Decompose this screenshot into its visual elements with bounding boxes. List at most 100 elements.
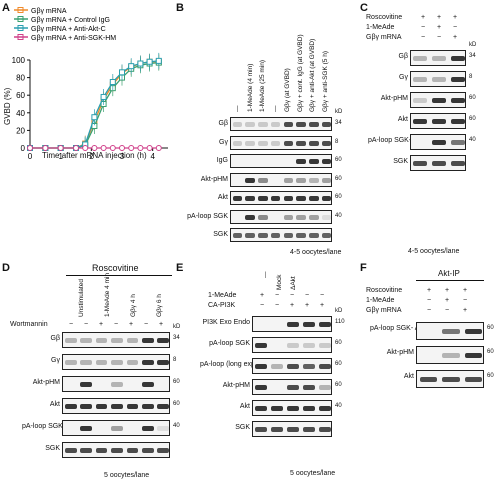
blot-row-label: Akt-pHM [200,175,228,183]
blot-row-label: Akt [397,116,408,123]
blot-strip [416,346,484,364]
blot-band [413,77,428,82]
blot-strip [252,421,332,437]
blot-strip [230,191,332,205]
condition-sign: − [426,307,432,314]
blot-strip [410,50,466,66]
kd-marker: 34 [335,120,342,126]
legend-entry: Gβγ mRNA + Anti-Akt-C [31,26,106,33]
blot-row-label: Akt [217,194,228,201]
blot-band [157,426,170,431]
blot-band [245,177,255,183]
condition-sign: + [452,34,458,41]
blot-row-label: IgG [216,157,228,164]
blot-band [309,214,319,220]
panel-label-c: C [360,2,368,14]
chart-series [27,52,162,151]
blot-row-label: Akt [403,373,414,380]
lane-label: Gβγ 6 h [156,294,163,317]
condition-label: Gβγ mRNA [366,34,402,41]
kd-marker: 60 [335,382,342,388]
condition-sign: + [436,24,442,31]
blot-band [419,377,437,382]
condition-sign: + [426,287,432,294]
blot-row-label: Gβ [50,335,60,342]
blot-band [258,140,268,146]
blot-band [141,382,154,387]
lane-label: Gβγ (at GVBD) [284,68,291,112]
blot-band [270,364,284,369]
blot-band [111,338,123,343]
blot-band [157,360,170,365]
condition-sign: + [444,297,450,304]
blot-band [442,329,460,334]
blot-band [309,122,319,127]
blot-band [270,196,281,201]
condition-sign: + [289,302,295,309]
blot-band [80,404,92,409]
data-point [57,145,64,151]
blot-band [431,77,447,82]
data-point [119,69,125,76]
blot-band [309,233,319,238]
blot-row-label: Gγ [399,74,408,81]
blot-row-label: Akt-pHM [222,382,250,389]
condition-label: 1-MeAde [366,297,395,304]
blot-band [95,448,108,453]
data-point [100,93,107,100]
y-tick-label: 80 [16,74,25,83]
kd-marker: 40 [335,212,342,219]
blot-band [245,140,255,146]
blot-band [296,196,306,201]
blot-band [309,140,319,146]
y-tick-label: 0 [21,144,26,153]
data-point [73,145,79,151]
blot-strip [410,155,466,171]
series-line [30,60,159,149]
blot-strip [252,337,332,353]
blot-band [141,338,154,343]
lane-label: ΔAkt [290,276,297,290]
blot-band [450,119,465,124]
blot-strip [62,376,170,392]
lane-label: 1-MeAde (25 min) [259,59,266,112]
lane-label: Unstimulated [78,279,85,317]
condition-sign: − [420,34,426,41]
blot-band [254,343,268,348]
blot-band [111,360,123,365]
data-point [146,145,153,151]
blot-row-label: Gβ [398,53,408,60]
condition-sign: − [452,24,458,31]
data-point [91,114,98,121]
wortmannin-label: Wortmannin [10,321,48,328]
lane-label: 1-MeAde 4 min [104,272,111,317]
x-tick-label: 3 [120,152,125,161]
blot-band [450,140,465,145]
condition-label: Roscovitine [366,14,403,21]
blot-band [245,196,255,201]
condition-sign: − [462,297,468,304]
blot-row-label: pA-loop SGK [22,423,63,430]
blot-band [95,360,108,365]
condition-sign: + [304,302,310,309]
lane-label: 1-MeAde (4 min) [246,63,254,112]
blot-row-label: pA-loop SGK- [368,137,412,144]
kd-marker: 40 [469,137,476,143]
blot-band [321,196,332,201]
blot-band [270,140,281,146]
blot-strip [62,420,170,436]
blot-row-label: Akt [49,401,60,408]
kd-marker: 40 [173,423,180,429]
blot-band [245,233,255,238]
blot-band [286,322,300,327]
wortmannin-sign: − [143,321,149,328]
blot-band [283,122,294,127]
blot-band [302,343,316,348]
blot-band [80,426,92,431]
blot-row-label: pA-loop SGK- Akt [370,325,425,332]
condition-label: Roscovitine [366,287,403,294]
blot-band [413,119,428,124]
blot-band [413,98,428,103]
blot-band [232,122,243,127]
